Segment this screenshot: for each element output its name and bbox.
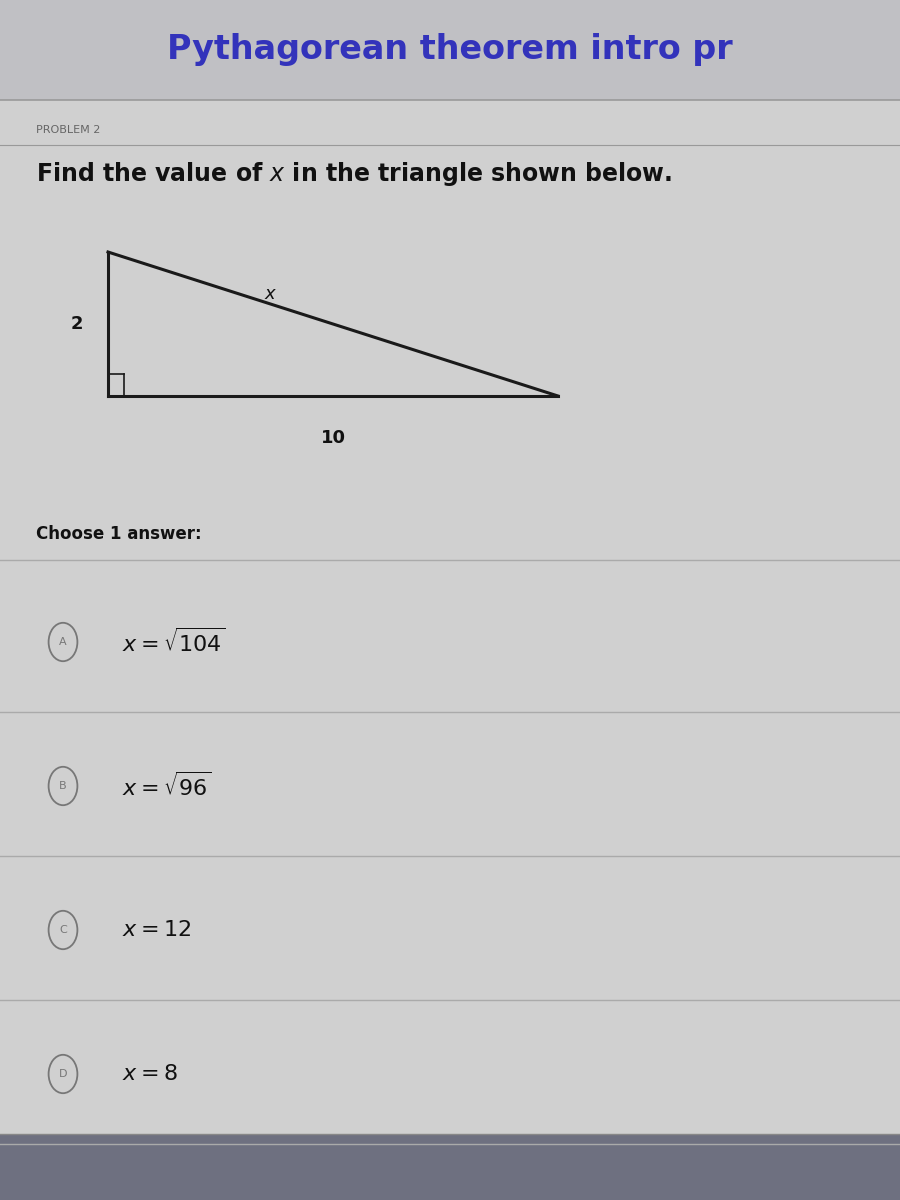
Bar [0,0,900,100]
Text: $x = \sqrt{104}$: $x = \sqrt{104}$ [122,628,225,656]
Bar [0,1134,900,1200]
Text: 10: 10 [320,428,346,446]
Text: PROBLEM 2: PROBLEM 2 [36,125,101,134]
Text: B: B [59,781,67,791]
Text: C: C [59,925,67,935]
Text: D: D [58,1069,68,1079]
Text: $x = 8$: $x = 8$ [122,1064,177,1084]
Text: A: A [59,637,67,647]
Text: Choose 1 answer:: Choose 1 answer: [36,524,202,542]
Text: 2: 2 [70,314,83,332]
Text: Find the value of $x$ in the triangle shown below.: Find the value of $x$ in the triangle sh… [36,160,672,188]
Text: $x = \sqrt{96}$: $x = \sqrt{96}$ [122,772,212,800]
Text: Pythagorean theorem intro pr: Pythagorean theorem intro pr [167,34,733,66]
Text: $x = 12$: $x = 12$ [122,920,191,940]
Text: x: x [265,284,275,302]
